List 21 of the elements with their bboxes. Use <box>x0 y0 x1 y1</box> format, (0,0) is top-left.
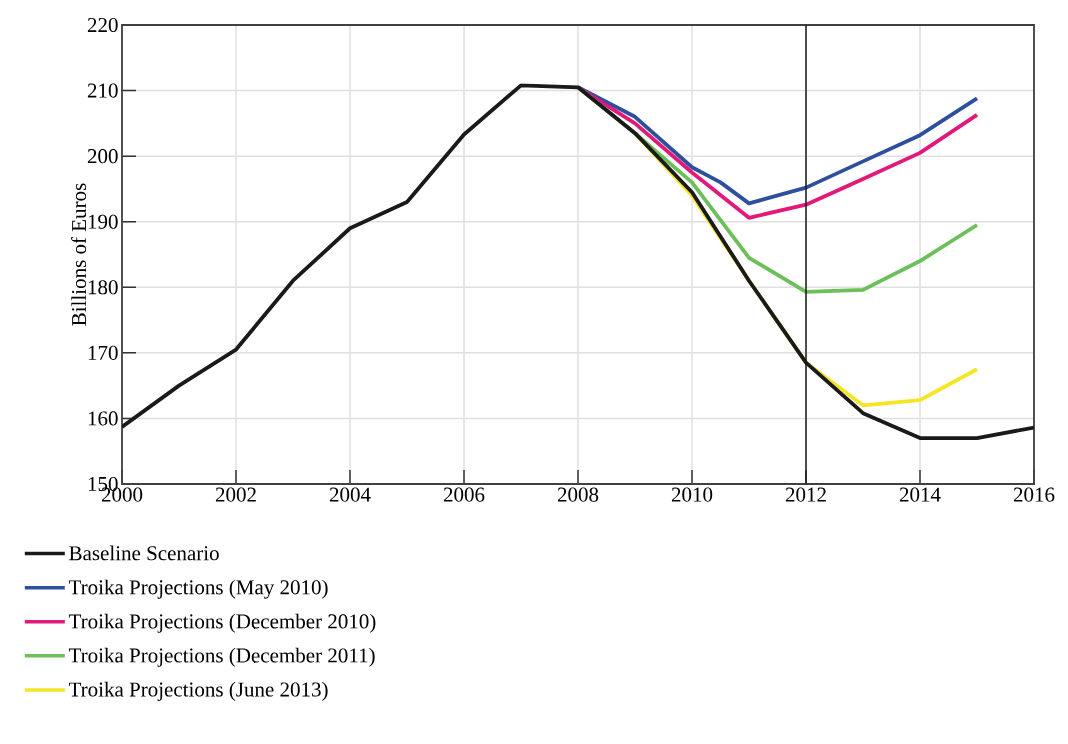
y-tick-label: 160 <box>88 411 118 426</box>
x-tick-label: 2008 <box>557 487 599 502</box>
legend-label: Troika Projections (June 2013) <box>68 681 328 701</box>
y-tick-label: 200 <box>87 149 118 164</box>
y-tick-label: 210 <box>87 83 118 98</box>
x-tick-label: 2006 <box>443 487 485 502</box>
y-axis-title: Billions of Euros <box>71 183 87 326</box>
x-tick-label: 2002 <box>215 487 256 502</box>
legend-label: Troika Projections (May 2010) <box>68 579 328 599</box>
x-tick-label: 2014 <box>899 487 941 502</box>
legend-label: Troika Projections (December 2010) <box>68 613 376 633</box>
y-tick-label: 190 <box>88 214 118 229</box>
y-tick-label: 220 <box>87 17 118 33</box>
legend-label: Baseline Scenario <box>69 545 219 561</box>
legend-label: Troika Projections (December 2011) <box>68 647 375 667</box>
x-tick-label: 2004 <box>329 487 371 502</box>
y-tick-label: 180 <box>88 280 118 295</box>
x-tick-label: 2010 <box>671 487 713 502</box>
y-tick-label: 170 <box>88 345 118 360</box>
x-tick-label: 2016 <box>1013 487 1055 502</box>
x-tick-label: 2012 <box>785 487 826 502</box>
